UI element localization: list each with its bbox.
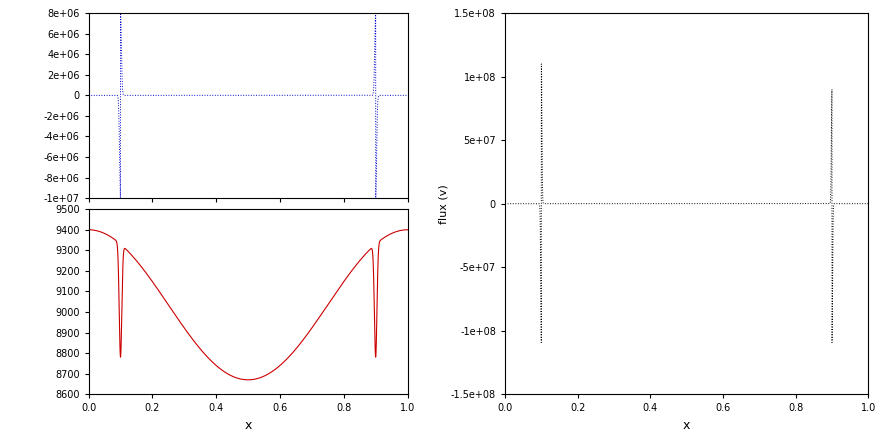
Y-axis label: flux (v): flux (v) [438, 184, 448, 223]
X-axis label: x: x [683, 419, 690, 432]
X-axis label: x: x [245, 419, 252, 432]
